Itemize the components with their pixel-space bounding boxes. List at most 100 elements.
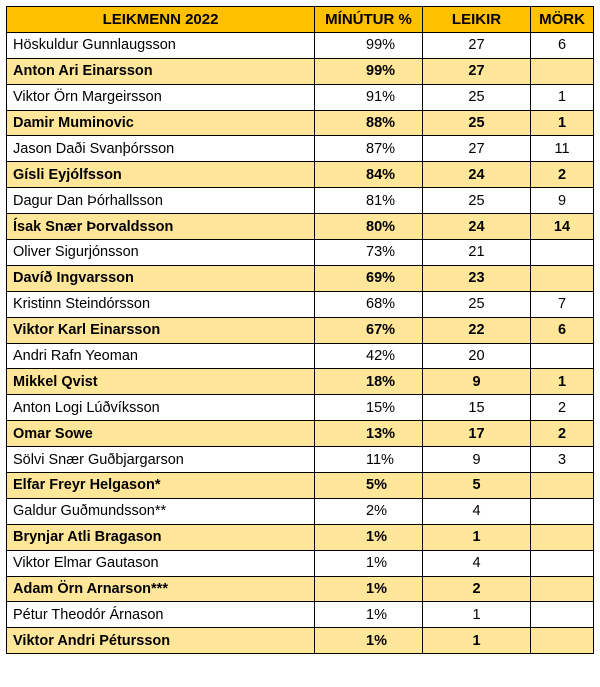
- minutes-percent-cell: 88%: [314, 109, 423, 137]
- goals-cell: [530, 497, 594, 525]
- player-name-cell: Davíð Ingvarsson: [6, 264, 315, 292]
- goals-cell: [530, 627, 594, 655]
- goals-cell: [530, 575, 594, 603]
- table-row: Höskuldur Gunnlaugsson 99% 27 6: [6, 31, 594, 59]
- table-row: Davíð Ingvarsson 69% 23: [6, 264, 594, 292]
- player-name-cell: Brynjar Atli Bragason: [6, 523, 315, 551]
- minutes-percent-cell: 1%: [314, 549, 423, 577]
- table-row: Kristinn Steindórsson 68% 25 7: [6, 290, 594, 318]
- minutes-percent-cell: 68%: [314, 290, 423, 318]
- goals-cell: 9: [530, 187, 594, 215]
- goals-cell: 11: [530, 135, 594, 163]
- player-name-cell: Damir Muminovic: [6, 109, 315, 137]
- header-minutes: MÍNÚTUR %: [314, 6, 423, 33]
- minutes-percent-cell: 42%: [314, 342, 423, 370]
- games-cell: 25: [422, 109, 531, 137]
- minutes-percent-cell: 5%: [314, 472, 423, 499]
- table-row: Omar Sowe 13% 17 2: [6, 420, 594, 448]
- table-row: Anton Logi Lúðvíksson 15% 15 2: [6, 394, 594, 422]
- player-name-cell: Viktor Andri Pétursson: [6, 627, 315, 655]
- table-row: Brynjar Atli Bragason 1% 1: [6, 523, 594, 551]
- minutes-percent-cell: 1%: [314, 523, 423, 551]
- games-cell: 27: [422, 57, 531, 85]
- games-cell: 1: [422, 627, 531, 655]
- goals-cell: 2: [530, 420, 594, 448]
- goals-cell: [530, 472, 594, 499]
- header-games: LEIKIR: [422, 6, 531, 33]
- games-cell: 15: [422, 394, 531, 422]
- goals-cell: [530, 57, 594, 85]
- player-name-cell: Höskuldur Gunnlaugsson: [6, 31, 315, 59]
- table-row: Andri Rafn Yeoman 42% 20: [6, 342, 594, 370]
- table-row: Viktor Karl Einarsson 67% 22 6: [6, 316, 594, 344]
- player-name-cell: Mikkel Qvist: [6, 368, 315, 396]
- minutes-percent-cell: 1%: [314, 575, 423, 603]
- minutes-percent-cell: 80%: [314, 213, 423, 241]
- goals-cell: 6: [530, 316, 594, 344]
- games-cell: 27: [422, 135, 531, 163]
- player-name-cell: Ísak Snær Þorvaldsson: [6, 213, 315, 241]
- minutes-percent-cell: 99%: [314, 57, 423, 85]
- player-name-cell: Oliver Sigurjónsson: [6, 239, 315, 266]
- goals-cell: [530, 523, 594, 551]
- minutes-percent-cell: 2%: [314, 497, 423, 525]
- games-cell: 9: [422, 368, 531, 396]
- table-row: Adam Örn Arnarson*** 1% 2: [6, 575, 594, 603]
- player-name-cell: Adam Örn Arnarson***: [6, 575, 315, 603]
- goals-cell: 6: [530, 31, 594, 59]
- games-cell: 27: [422, 31, 531, 59]
- goals-cell: [530, 342, 594, 370]
- games-cell: 24: [422, 161, 531, 189]
- header-name: LEIKMENN 2022: [6, 6, 315, 33]
- games-cell: 25: [422, 290, 531, 318]
- minutes-percent-cell: 73%: [314, 239, 423, 266]
- games-cell: 4: [422, 549, 531, 577]
- table-row: Viktor Elmar Gautason 1% 4: [6, 549, 594, 577]
- goals-cell: 3: [530, 446, 594, 474]
- header-row: LEIKMENN 2022 MÍNÚTUR % LEIKIR MÖRK: [6, 6, 594, 33]
- goals-cell: 14: [530, 213, 594, 241]
- minutes-percent-cell: 18%: [314, 368, 423, 396]
- table-row: Ísak Snær Þorvaldsson 80% 24 14: [6, 213, 594, 241]
- minutes-percent-cell: 15%: [314, 394, 423, 422]
- games-cell: 5: [422, 472, 531, 499]
- player-name-cell: Pétur Theodór Árnason: [6, 601, 315, 629]
- player-name-cell: Omar Sowe: [6, 420, 315, 448]
- table-row: Elfar Freyr Helgason* 5% 5: [6, 472, 594, 499]
- table-row: Jason Daði Svanþórsson 87% 27 11: [6, 135, 594, 163]
- table-row: Mikkel Qvist 18% 9 1: [6, 368, 594, 396]
- goals-cell: 2: [530, 161, 594, 189]
- minutes-percent-cell: 1%: [314, 601, 423, 629]
- games-cell: 20: [422, 342, 531, 370]
- games-cell: 1: [422, 523, 531, 551]
- player-name-cell: Kristinn Steindórsson: [6, 290, 315, 318]
- games-cell: 22: [422, 316, 531, 344]
- player-stats-table: LEIKMENN 2022 MÍNÚTUR % LEIKIR MÖRK Hösk…: [6, 6, 594, 655]
- goals-cell: 2: [530, 394, 594, 422]
- player-name-cell: Andri Rafn Yeoman: [6, 342, 315, 370]
- player-name-cell: Jason Daði Svanþórsson: [6, 135, 315, 163]
- minutes-percent-cell: 99%: [314, 31, 423, 59]
- player-name-cell: Anton Ari Einarsson: [6, 57, 315, 85]
- table-row: Sölvi Snær Guðbjargarson 11% 9 3: [6, 446, 594, 474]
- table-body: Höskuldur Gunnlaugsson 99% 27 6 Anton Ari Ei…: [6, 31, 594, 655]
- minutes-percent-cell: 11%: [314, 446, 423, 474]
- games-cell: 9: [422, 446, 531, 474]
- player-name-cell: Viktor Karl Einarsson: [6, 316, 315, 344]
- minutes-percent-cell: 87%: [314, 135, 423, 163]
- games-cell: 21: [422, 239, 531, 266]
- goals-cell: [530, 264, 594, 292]
- player-name-cell: Viktor Örn Margeirsson: [6, 83, 315, 111]
- games-cell: 1: [422, 601, 531, 629]
- player-name-cell: Anton Logi Lúðvíksson: [6, 394, 315, 422]
- player-name-cell: Sölvi Snær Guðbjargarson: [6, 446, 315, 474]
- table-row: Damir Muminovic 88% 25 1: [6, 109, 594, 137]
- goals-cell: [530, 549, 594, 577]
- minutes-percent-cell: 13%: [314, 420, 423, 448]
- header-goals: MÖRK: [530, 6, 594, 33]
- minutes-percent-cell: 67%: [314, 316, 423, 344]
- games-cell: 2: [422, 575, 531, 603]
- table-row: Dagur Dan Þórhallsson 81% 25 9: [6, 187, 594, 215]
- player-name-cell: Galdur Guðmundsson**: [6, 497, 315, 525]
- minutes-percent-cell: 69%: [314, 264, 423, 292]
